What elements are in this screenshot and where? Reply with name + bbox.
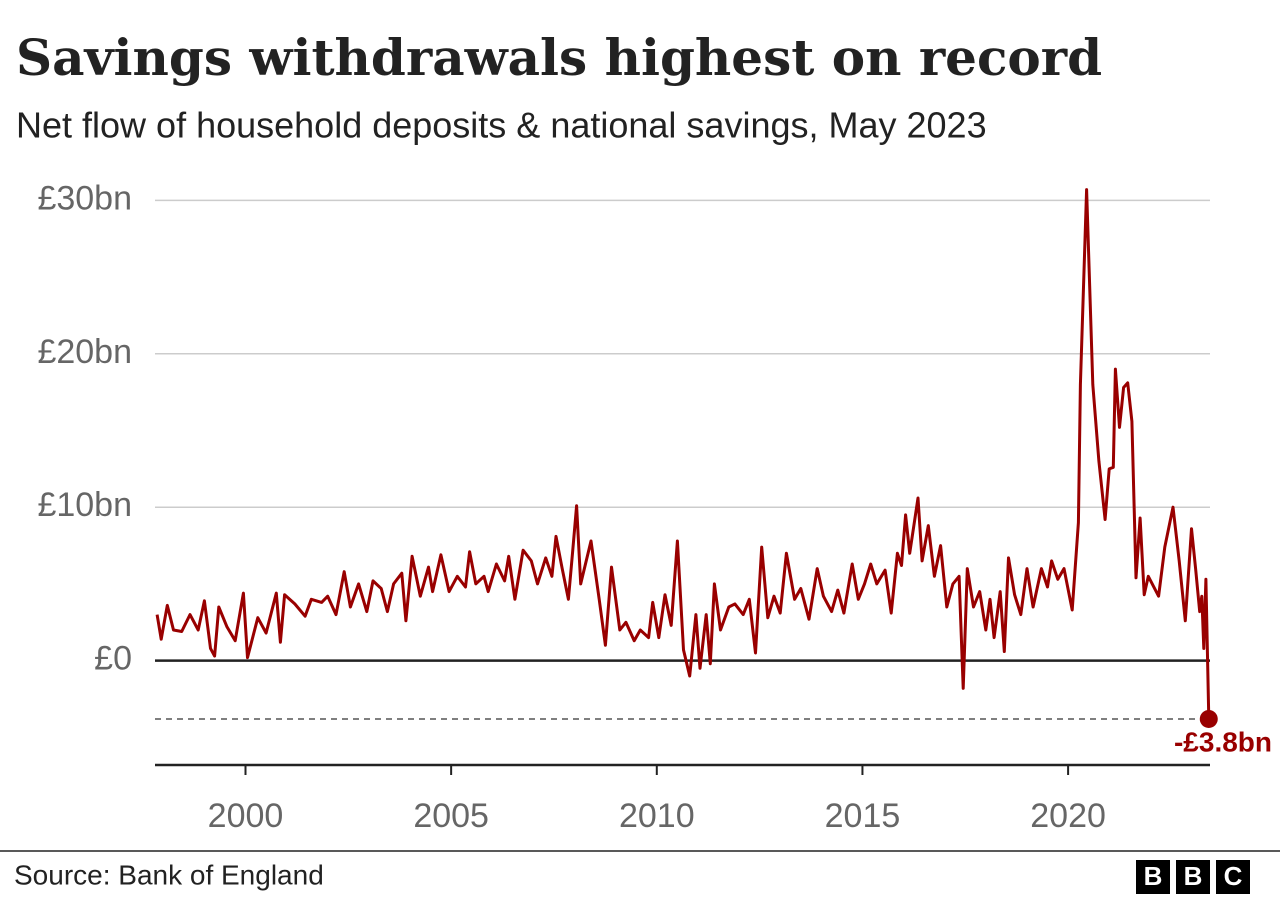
chart-title: Savings withdrawals highest on record [16, 28, 1102, 87]
x-tick-label: 2015 [825, 797, 901, 835]
data-line [155, 188, 1211, 720]
y-tick-label: £20bn [37, 333, 132, 371]
y-tick-label: £10bn [37, 486, 132, 524]
chart-subtitle: Net flow of household deposits & nationa… [16, 105, 987, 146]
x-tick-label: 2010 [619, 797, 695, 835]
x-tick-label: 2020 [1030, 797, 1106, 835]
y-tick-label: £0 [94, 640, 132, 678]
annotation-label: -£3.8bn [1174, 726, 1272, 757]
last-point [1199, 709, 1218, 728]
logo-letter: C [1224, 861, 1243, 891]
y-tick-label: £30bn [37, 179, 132, 217]
x-tick-label: 2000 [208, 797, 284, 835]
logo-box [1216, 860, 1250, 894]
logo-letter: B [1184, 861, 1203, 891]
x-tick-label: 2005 [413, 797, 489, 835]
source: Source: Bank of England [14, 859, 324, 890]
logo-letter: B [1144, 861, 1163, 891]
logo-box [1176, 860, 1210, 894]
logo-box [1136, 860, 1170, 894]
